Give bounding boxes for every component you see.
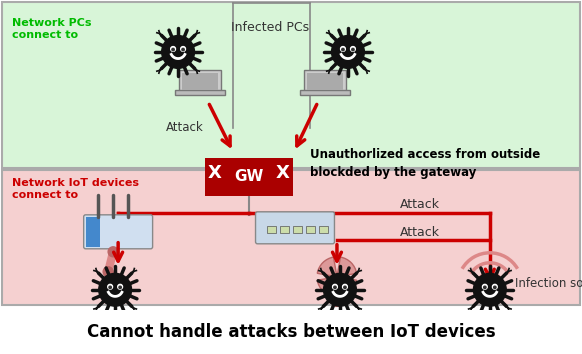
Bar: [175, 90, 225, 95]
Bar: [179, 70, 221, 93]
Circle shape: [180, 47, 186, 51]
Text: Cannot handle attacks between IoT devices: Cannot handle attacks between IoT device…: [87, 323, 495, 341]
Circle shape: [340, 47, 345, 51]
Bar: [110, 292, 126, 300]
Circle shape: [342, 48, 344, 51]
Bar: [2, 170, 580, 305]
Circle shape: [324, 273, 356, 306]
Wedge shape: [337, 277, 357, 296]
Circle shape: [182, 48, 184, 51]
Circle shape: [350, 47, 356, 51]
Circle shape: [352, 48, 354, 51]
Text: Attack: Attack: [400, 226, 440, 239]
Bar: [205, 158, 293, 196]
Circle shape: [332, 35, 364, 68]
Text: Attack: Attack: [400, 198, 440, 211]
Circle shape: [113, 287, 123, 297]
Circle shape: [494, 286, 496, 289]
Text: GW: GW: [235, 169, 264, 184]
Bar: [293, 226, 302, 233]
Bar: [307, 73, 343, 90]
Text: Infected PCs: Infected PCs: [231, 22, 309, 34]
Circle shape: [473, 273, 506, 306]
Circle shape: [172, 48, 174, 51]
Text: Network PCs
connect to: Network PCs connect to: [12, 18, 92, 40]
Text: Infection source: Infection source: [515, 277, 582, 290]
Wedge shape: [317, 257, 337, 277]
Circle shape: [109, 286, 111, 289]
Bar: [182, 73, 218, 90]
Circle shape: [119, 286, 121, 289]
Bar: [86, 217, 100, 247]
Bar: [304, 70, 346, 93]
Bar: [267, 226, 276, 233]
Text: X: X: [276, 164, 290, 182]
Circle shape: [343, 284, 347, 289]
Circle shape: [118, 284, 123, 289]
Circle shape: [492, 284, 497, 289]
Bar: [306, 226, 315, 233]
Bar: [300, 90, 350, 95]
Circle shape: [108, 247, 118, 257]
Circle shape: [108, 284, 112, 289]
Text: Unauthorlized access from outside
blockded by the gateway: Unauthorlized access from outside blockd…: [310, 148, 540, 179]
Circle shape: [484, 286, 486, 289]
Text: Attack: Attack: [166, 121, 204, 135]
FancyBboxPatch shape: [255, 212, 335, 244]
Bar: [280, 226, 289, 233]
Circle shape: [482, 284, 487, 289]
Circle shape: [344, 286, 346, 289]
Bar: [2, 2, 580, 168]
FancyBboxPatch shape: [84, 215, 152, 249]
Bar: [319, 226, 328, 233]
Wedge shape: [317, 277, 337, 296]
Circle shape: [103, 267, 113, 277]
Text: X: X: [208, 164, 222, 182]
Circle shape: [162, 35, 194, 68]
Wedge shape: [337, 257, 357, 277]
Circle shape: [99, 273, 132, 306]
Circle shape: [332, 284, 338, 289]
Circle shape: [333, 286, 336, 289]
Text: Network IoT devices
connect to: Network IoT devices connect to: [12, 178, 139, 200]
Circle shape: [171, 47, 176, 51]
